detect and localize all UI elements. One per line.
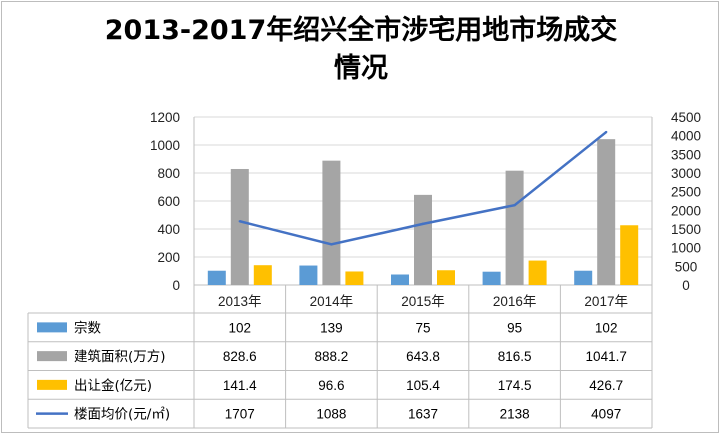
legend-key — [37, 351, 67, 362]
y-tick-label: 200 — [157, 250, 180, 265]
x-tick-label: 2015年 — [401, 294, 445, 309]
y2-tick-label: 500 — [675, 259, 698, 274]
data-label: 4097 — [591, 407, 621, 422]
legend-label: 出让金(亿元) — [74, 378, 152, 394]
line-point — [605, 130, 608, 134]
bar-3 — [345, 271, 364, 285]
y-tick-label: 0 — [172, 278, 180, 293]
y2-tick-label: 0 — [682, 278, 690, 293]
data-label: 1041.7 — [586, 349, 627, 364]
data-label: 96.6 — [318, 378, 344, 393]
legend-key — [37, 379, 67, 390]
data-label: 816.5 — [498, 349, 532, 364]
y2-tick-label: 2000 — [671, 203, 701, 218]
data-label: 102 — [595, 320, 618, 335]
line-point — [421, 222, 425, 226]
y2-tick-label: 3500 — [671, 147, 701, 162]
chart-title: 2013-2017年绍兴全市涉宅用地市场成交 情况 — [0, 12, 722, 88]
legend-label: 宗数 — [74, 320, 101, 336]
y-tick-label: 1000 — [150, 138, 180, 153]
x-tick-label: 2013年 — [218, 294, 262, 309]
x-tick-label: 2016年 — [493, 294, 537, 309]
chart-title-line-2: 情况 — [334, 53, 388, 84]
bar-3 — [620, 225, 639, 285]
bar-2 — [505, 170, 524, 285]
bar-3 — [253, 265, 272, 285]
data-label: 174.5 — [498, 378, 532, 393]
line-point — [238, 220, 241, 223]
y-tick-label: 800 — [157, 166, 180, 181]
data-label: 141.4 — [223, 378, 257, 393]
chart-title-line-1: 2013-2017年绍兴全市涉宅用地市场成交 — [104, 15, 618, 46]
x-tick-label: 2014年 — [310, 294, 354, 309]
bar-1 — [207, 270, 226, 285]
data-label: 2138 — [500, 407, 530, 422]
data-label: 888.2 — [315, 349, 349, 364]
data-label: 105.4 — [406, 378, 440, 393]
legend-label: 建筑面积(万方) — [74, 349, 166, 365]
bar-2 — [322, 160, 341, 285]
bar-2 — [414, 194, 432, 285]
bar-1 — [574, 270, 593, 285]
y2-tick-label: 4000 — [671, 129, 701, 144]
data-label: 1707 — [225, 407, 255, 422]
line-point — [513, 203, 516, 207]
data-label: 95 — [507, 320, 522, 335]
data-label: 1637 — [408, 407, 438, 422]
bar-2 — [597, 139, 616, 285]
bar-1 — [299, 265, 318, 285]
data-label: 1088 — [316, 407, 346, 422]
data-label: 75 — [415, 320, 430, 335]
data-label: 139 — [320, 320, 343, 335]
y2-tick-label: 4500 — [671, 110, 701, 125]
y-tick-label: 400 — [157, 222, 180, 237]
y2-tick-label: 2500 — [671, 185, 701, 200]
data-label: 643.8 — [406, 349, 440, 364]
bar-1 — [391, 274, 409, 285]
bar-2 — [230, 168, 249, 285]
y2-tick-label: 1000 — [671, 241, 701, 256]
y-tick-label: 600 — [157, 194, 180, 209]
y-tick-label: 1200 — [150, 110, 180, 125]
x-tick-label: 2017年 — [584, 294, 628, 309]
y2-tick-label: 1500 — [671, 222, 701, 237]
legend-key — [37, 322, 67, 333]
legend-label: 楼面均价(元/㎡) — [74, 407, 170, 423]
data-label: 102 — [229, 320, 252, 335]
line-point — [330, 243, 333, 246]
data-label: 828.6 — [223, 349, 257, 364]
y2-tick-label: 3000 — [671, 166, 701, 181]
bar-3 — [437, 270, 455, 285]
bar-3 — [528, 260, 547, 285]
bar-1 — [482, 271, 501, 285]
data-label: 426.7 — [589, 378, 623, 393]
